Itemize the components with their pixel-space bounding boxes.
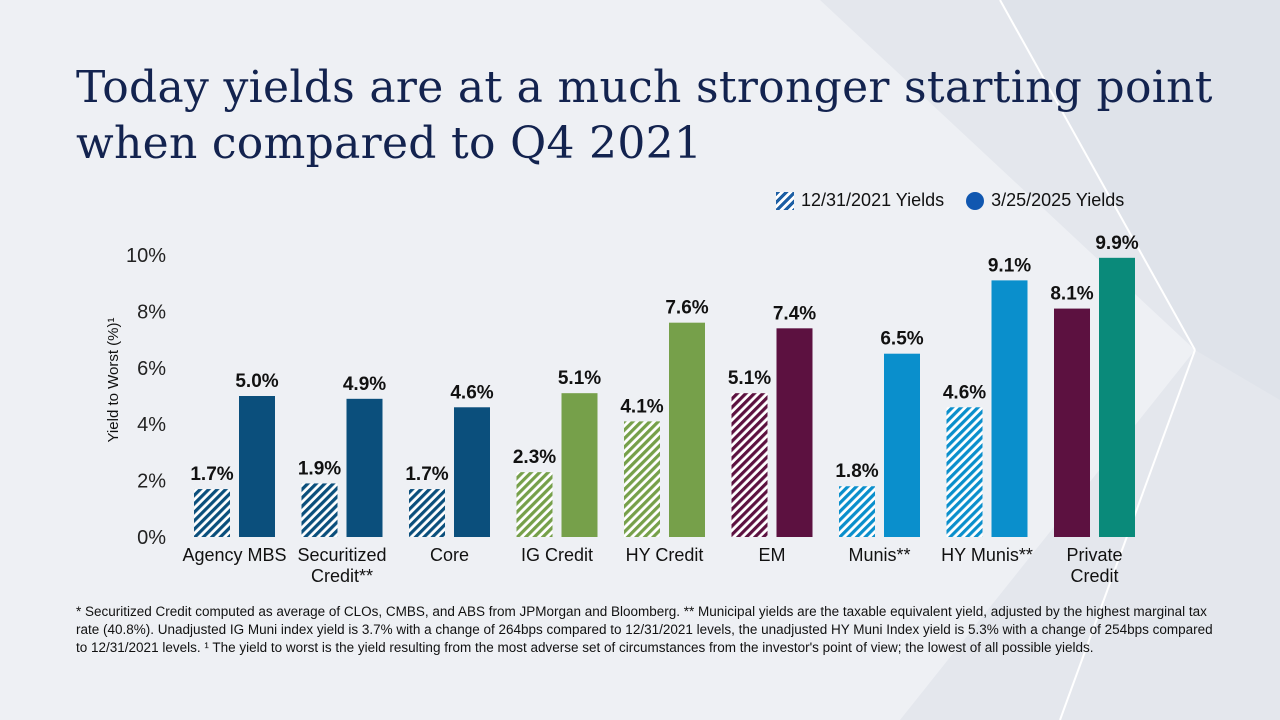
legend-item-2025: 3/25/2025 Yields: [966, 190, 1124, 211]
value-label: 4.6%: [943, 382, 986, 403]
value-label: 5.1%: [728, 368, 771, 389]
category-label: Munis**: [848, 545, 910, 565]
hatched-swatch-icon: [776, 191, 794, 210]
bar-2025: [776, 328, 813, 537]
value-label: 1.7%: [405, 464, 448, 485]
bar-2025: [669, 322, 705, 537]
value-label: 2.3%: [513, 447, 556, 468]
value-label: 4.6%: [450, 382, 493, 403]
bar-2021: [839, 486, 875, 537]
category-labels: Agency MBS Securitized Credit** Core IG Cred…: [182, 545, 1122, 586]
value-label: 6.5%: [880, 329, 923, 350]
legend-label-2021: 12/31/2021 Yields: [801, 190, 945, 210]
bar-2025: [561, 393, 598, 537]
y-axis-label: Yield to Worst (%)¹: [105, 317, 122, 442]
bar-2021: [731, 393, 768, 537]
value-label: 7.4%: [773, 303, 816, 324]
bar-2025: [884, 353, 920, 537]
category-label: Private Credit: [1066, 545, 1122, 586]
category-label: HY Credit: [626, 545, 704, 565]
bar-2021: [624, 421, 660, 537]
y-tick-label: 10%: [126, 245, 166, 267]
bar-2021: [946, 407, 983, 537]
value-label: 1.9%: [298, 458, 341, 479]
bar-2025: [1099, 257, 1135, 537]
bar-2021: [1054, 308, 1090, 537]
value-label: 4.1%: [620, 396, 663, 417]
bar-2025: [239, 396, 275, 537]
y-tick-label: 0%: [137, 527, 166, 549]
bar-2025: [991, 280, 1028, 537]
value-labels: 1.7% 5.0% 1.9% 4.9% 1.7% 4.6% 2.3% 5.1% 4.1% 7.6%…: [190, 233, 1138, 485]
value-label: 1.7%: [190, 464, 233, 485]
page-title: Today yields are at a much stronger star…: [76, 60, 1226, 172]
category-label: IG Credit: [521, 545, 593, 565]
bar-2021: [194, 489, 230, 537]
bar-2025: [454, 407, 490, 537]
y-tick-label: 2%: [137, 471, 166, 493]
category-label: Agency MBS: [182, 545, 286, 565]
bar-2025: [346, 398, 383, 537]
value-label: 5.1%: [558, 368, 601, 389]
category-label: HY Munis**: [941, 545, 1033, 565]
bar-2021: [409, 489, 445, 537]
bar-2021: [516, 472, 553, 537]
category-label: Securitized Credit**: [297, 545, 386, 586]
category-label: Core: [430, 545, 469, 565]
bars: [194, 257, 1135, 537]
value-label: 9.1%: [988, 255, 1031, 276]
value-label: 9.9%: [1095, 233, 1138, 254]
y-tick-label: 6%: [137, 358, 166, 380]
value-label: 7.6%: [665, 298, 708, 319]
bar-2021: [301, 483, 338, 537]
category-label: EM: [759, 545, 786, 565]
value-label: 4.9%: [343, 374, 386, 395]
y-tick-label: 8%: [137, 301, 166, 323]
title-line-1: Today yields are at a much stronger star…: [76, 62, 1213, 113]
chart-legend: 12/31/2021 Yields 3/25/2025 Yields: [776, 190, 1146, 211]
solid-swatch-icon: [966, 191, 985, 210]
value-label: 5.0%: [235, 371, 278, 392]
legend-item-2021: 12/31/2021 Yields: [776, 190, 944, 211]
value-label: 1.8%: [835, 461, 878, 482]
y-axis-ticks: 0% 2% 4% 6% 8% 10%: [126, 245, 166, 549]
footnote: * Securitized Credit computed as average…: [76, 604, 1213, 655]
legend-label-2025: 3/25/2025 Yields: [991, 190, 1125, 210]
yield-bar-chart: Yield to Worst (%)¹ 0% 2% 4% 6% 8% 10% 1.7% 5.…: [105, 233, 1139, 586]
value-label: 8.1%: [1050, 284, 1093, 305]
title-line-2: when compared to Q4 2021: [76, 118, 703, 169]
y-tick-label: 4%: [137, 414, 166, 436]
